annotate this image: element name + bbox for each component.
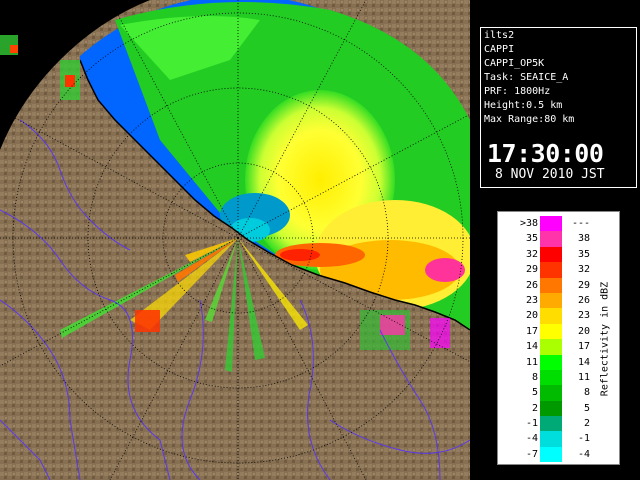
legend-row: 11 14 — [502, 354, 596, 370]
product-name: CAPPI — [484, 44, 515, 55]
legend-low-value: 35 — [525, 233, 538, 245]
legend-low-value: 8 — [531, 371, 538, 383]
legend-high-value: 20 — [577, 325, 590, 337]
legend-high-value: 26 — [577, 294, 590, 306]
reflectivity-legend: >38 --- 35 38 32 35 29 32 26 29 23 26 20 23 17 20 14 17 11… — [497, 211, 620, 465]
legend-low-value: 17 — [525, 325, 538, 337]
info-panel: ilts2 CAPPI CAPPI_OP5K Task: SEAICE_A PR… — [480, 27, 637, 188]
legend-high-value: 32 — [577, 264, 590, 276]
legend-low-value: 26 — [525, 279, 538, 291]
range-rings — [0, 0, 478, 480]
legend-high-value: 2 — [583, 418, 590, 430]
legend-high-value: 35 — [577, 248, 590, 260]
legend-row: 8 11 — [502, 369, 596, 386]
legend-swatch — [540, 416, 562, 432]
legend-swatch — [540, 262, 562, 278]
product-code: CAPPI_OP5K — [484, 58, 545, 69]
legend-high-value: --- — [571, 218, 590, 229]
observation-time: 17:30:00 — [487, 139, 604, 168]
legend-high-value: 29 — [577, 279, 590, 291]
legend-swatch — [540, 277, 562, 293]
land-echoes — [0, 35, 450, 372]
legend-row: >38 --- — [502, 216, 596, 232]
legend-low-value: 2 — [531, 402, 538, 414]
legend-row: 20 23 — [502, 308, 596, 324]
legend-swatch — [540, 216, 562, 232]
legend-swatch — [540, 354, 562, 370]
legend-row: -1 2 — [502, 416, 596, 432]
legend-title: Reflectivity in dBZ — [599, 281, 611, 397]
legend-low-value: 29 — [525, 264, 538, 276]
legend-swatch — [540, 400, 562, 417]
legend-high-value: 8 — [583, 387, 590, 399]
legend-low-value: 20 — [525, 310, 538, 322]
legend-row: 32 35 — [502, 246, 596, 263]
rivers — [0, 119, 471, 480]
legend-rows: >38 --- 35 38 32 35 29 32 26 29 23 26 20 23 17 20 14 17 11… — [502, 216, 596, 463]
legend-row: 17 20 — [502, 323, 596, 340]
legend-swatch — [540, 308, 562, 324]
legend-low-value: 32 — [525, 248, 538, 260]
legend-row: 26 29 — [502, 277, 596, 293]
legend-low-value: -1 — [525, 418, 538, 430]
height-label: Height:0.5 km — [484, 100, 563, 111]
legend-low-value: 5 — [531, 387, 538, 399]
legend-low-value: 11 — [525, 356, 538, 368]
legend-high-value: -4 — [577, 448, 590, 460]
observation-date: 8 NOV 2010 JST — [495, 167, 605, 182]
legend-swatch — [540, 385, 562, 401]
legend-swatch — [540, 292, 562, 309]
legend-row: 29 32 — [502, 262, 596, 278]
out-of-range-area — [0, 0, 150, 150]
legend-swatch — [540, 246, 562, 263]
legend-low-value: 23 — [525, 294, 538, 306]
legend-row: 14 17 — [502, 339, 596, 355]
legend-low-value: >38 — [519, 218, 538, 229]
legend-swatch — [540, 339, 562, 355]
legend-high-value: 23 — [577, 310, 590, 322]
max-range-label: Max Range:80 km — [484, 114, 575, 125]
legend-high-value: 5 — [583, 402, 590, 414]
coastline — [79, 59, 471, 331]
legend-low-value: -4 — [525, 433, 538, 445]
station-name: ilts2 — [484, 30, 515, 41]
radar-map — [0, 0, 478, 480]
legend-swatch — [540, 446, 562, 463]
legend-high-value: 11 — [577, 371, 590, 383]
legend-high-value: -1 — [577, 433, 590, 445]
legend-high-value: 17 — [577, 341, 590, 353]
legend-swatch — [540, 431, 562, 447]
legend-row: -4 -1 — [502, 431, 596, 447]
legend-swatch — [540, 231, 562, 247]
legend-low-value: -7 — [525, 448, 538, 460]
legend-swatch — [540, 323, 562, 340]
prf-label: PRF: 1800Hz — [484, 86, 551, 97]
legend-low-value: 14 — [525, 341, 538, 353]
legend-row: -7 -4 — [502, 446, 596, 463]
legend-high-value: 14 — [577, 356, 590, 368]
legend-axis: Reflectivity in dBZ — [596, 222, 614, 456]
task-label: Task: SEAICE_A — [484, 72, 569, 83]
legend-row: 23 26 — [502, 292, 596, 309]
legend-swatch — [540, 369, 562, 386]
legend-high-value: 38 — [577, 233, 590, 245]
legend-row: 35 38 — [502, 231, 596, 247]
